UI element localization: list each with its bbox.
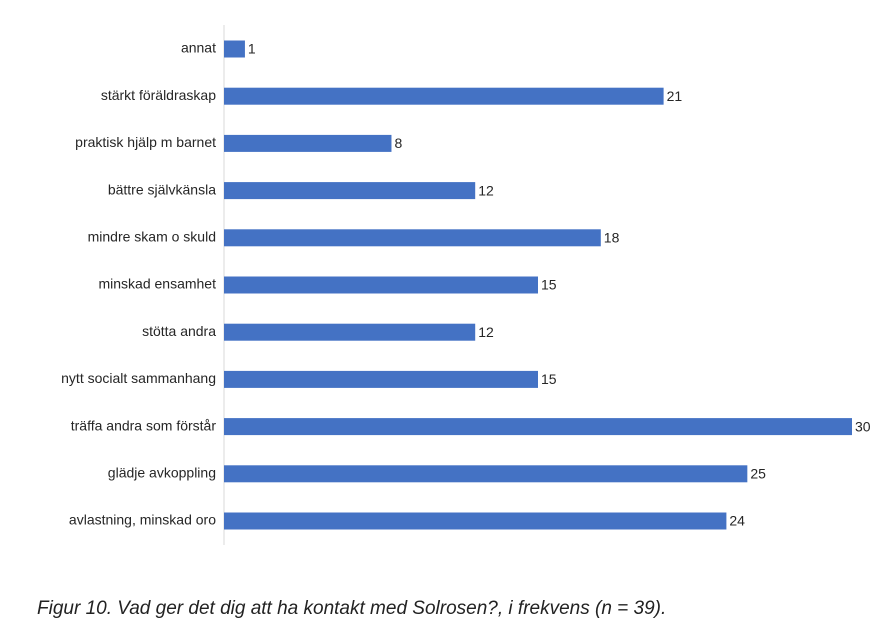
bar [224, 370, 538, 388]
data-label: 30 [855, 418, 871, 434]
bar [224, 323, 476, 341]
y-tick-label: praktisk hjälp m barnet [75, 134, 216, 150]
data-label: 21 [667, 88, 683, 104]
y-tick-label: annat [181, 40, 216, 56]
bar [224, 418, 852, 436]
bar [224, 229, 601, 247]
data-label: 1 [248, 41, 256, 57]
y-tick-label: avlastning, minskad oro [69, 512, 216, 528]
y-tick-label: stötta andra [142, 323, 216, 339]
y-tick-label: mindre skam o skuld [88, 229, 216, 245]
y-tick-label: nytt socialt sammanhang [61, 370, 216, 386]
bar [224, 182, 476, 200]
bar [224, 87, 664, 105]
y-tick-label: bättre självkänsla [108, 181, 216, 197]
bar [224, 40, 245, 58]
y-tick-label: minskad ensamhet [98, 276, 216, 292]
y-tick-label: stärkt föräldraskap [101, 87, 216, 103]
data-label: 12 [478, 324, 494, 340]
data-label: 24 [729, 513, 745, 529]
data-label: 8 [394, 135, 402, 151]
y-tick-label: träffa andra som förstår [71, 417, 217, 433]
data-label: 25 [750, 466, 766, 482]
data-label: 18 [604, 230, 620, 246]
bar [224, 512, 727, 530]
bar [224, 134, 392, 152]
chart-caption: Figur 10. Vad ger det dig att ha kontakt… [37, 598, 666, 619]
bar [224, 276, 538, 294]
y-tick-label: glädje avkoppling [108, 465, 216, 481]
data-label: 15 [541, 277, 557, 293]
bar [224, 465, 748, 483]
data-label: 12 [478, 182, 494, 198]
data-label: 15 [541, 371, 557, 387]
